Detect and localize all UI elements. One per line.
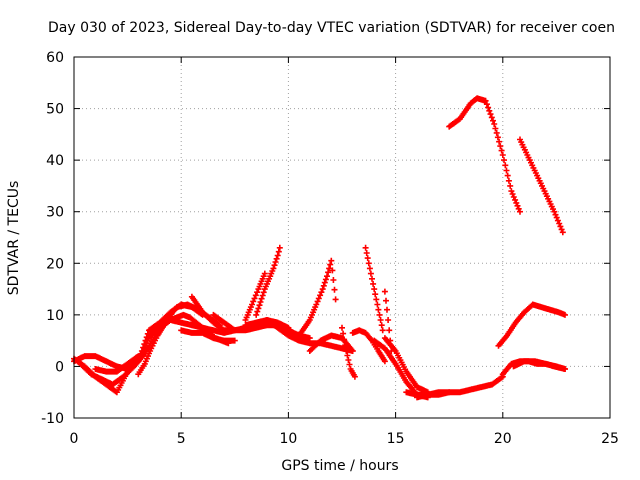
series-markers [210, 311, 238, 334]
series-markers [495, 301, 568, 349]
series-markers [178, 327, 238, 344]
y-tick-label: 60 [46, 50, 64, 66]
data-marks [71, 95, 568, 401]
chart-title: Day 030 of 2023, Sidereal Day-to-day VTE… [48, 20, 615, 36]
y-tick-label: 10 [46, 308, 64, 324]
series-arc-16 [349, 327, 388, 365]
series-arc-15 [362, 244, 386, 334]
series-markers [253, 244, 283, 318]
y-tick-label: -10 [41, 411, 64, 427]
plot-frame [73, 56, 611, 419]
y-tick-label: 50 [46, 102, 64, 118]
grid [74, 57, 610, 418]
series-markers [349, 327, 388, 365]
series-markers [362, 244, 386, 334]
x-tick-label: 15 [387, 431, 405, 447]
x-tick-label: 10 [279, 431, 297, 447]
y-tick-label: 30 [46, 205, 64, 221]
series-markers [381, 335, 431, 396]
series-markers [446, 95, 523, 215]
y-tick-label: 40 [46, 153, 64, 169]
series-markers [510, 358, 568, 372]
series-markers [92, 353, 142, 375]
series-markers [517, 136, 566, 236]
series-arc-8 [210, 311, 238, 334]
y-tick-label: 20 [46, 256, 64, 272]
series-arc-22 [446, 95, 523, 215]
y-axis-label: SDTVAR / TECUs [6, 181, 22, 296]
series-arc-19 [381, 335, 431, 396]
series-arc-21 [414, 389, 453, 401]
series-markers [242, 270, 268, 323]
series-arc-4 [92, 353, 142, 375]
series-arc-24 [495, 301, 568, 349]
series-markers [296, 257, 339, 339]
series-arc-12 [296, 257, 339, 339]
series-arc-6 [178, 327, 238, 344]
series-arc-23 [517, 136, 566, 236]
series-markers [414, 389, 453, 401]
x-axis-label: GPS time / hours [281, 458, 398, 474]
x-tick-label: 20 [494, 431, 512, 447]
y-tick-label: 0 [55, 359, 64, 375]
series-arc-10 [253, 244, 283, 318]
x-tick-label: 25 [601, 431, 619, 447]
x-tick-label: 0 [70, 431, 79, 447]
series-arc-9 [242, 270, 268, 323]
series-markers [339, 324, 358, 380]
series-arc-14 [339, 324, 358, 380]
axis-ticks: 0 5 10 15 20 25 -10 0 10 20 30 40 50 60 [41, 50, 619, 447]
x-tick-label: 5 [177, 431, 186, 447]
series-arc-26 [510, 358, 568, 372]
